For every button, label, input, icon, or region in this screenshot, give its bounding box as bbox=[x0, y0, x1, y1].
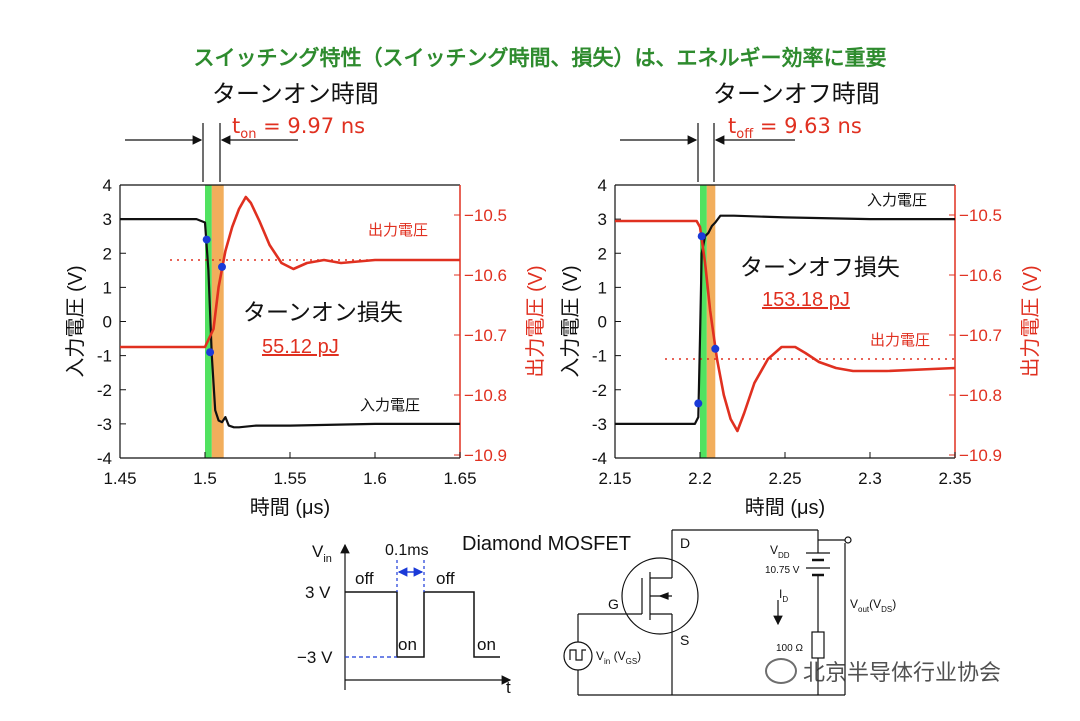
pulse-width-label: 0.1ms bbox=[385, 542, 429, 559]
turn-on-time-arrows bbox=[125, 123, 298, 182]
right-axis-label: 出力電圧 (V) bbox=[524, 265, 547, 377]
vdd-label: VDD bbox=[770, 543, 790, 560]
transition-marker bbox=[697, 232, 706, 241]
right-tick-label: −10.7 bbox=[464, 326, 507, 345]
loss-title: ターンオン損失 bbox=[243, 299, 403, 325]
input-series-label: 入力電圧 bbox=[360, 397, 420, 414]
left-tick-label: 2 bbox=[103, 244, 112, 263]
left-tick-label: 0 bbox=[103, 313, 112, 332]
x-tick-label: 1.5 bbox=[193, 469, 217, 488]
right-tick-label: −10.9 bbox=[464, 446, 507, 465]
left-tick-label: -2 bbox=[592, 381, 607, 400]
loss-title: ターンオフ損失 bbox=[740, 254, 900, 280]
input-series-label: 入力電圧 bbox=[867, 192, 927, 209]
vdd-value: 10.75 V bbox=[765, 565, 800, 576]
off-label-1: off bbox=[355, 569, 374, 588]
left-tick-label: 3 bbox=[598, 210, 607, 229]
vin-axis-label: Vin bbox=[312, 542, 332, 565]
left-tick-label: 1 bbox=[103, 278, 112, 297]
left-axis-label: 入力電圧 (V) bbox=[64, 265, 87, 377]
right-tick-label: −10.8 bbox=[464, 386, 507, 405]
x-tick-label: 2.15 bbox=[598, 469, 631, 488]
turn-band-green bbox=[700, 185, 707, 458]
toff-label: toff = 9.63 ns bbox=[728, 114, 862, 143]
gate-label: G bbox=[608, 596, 619, 612]
watermark-text: 北京半导体行业协会 bbox=[803, 661, 1002, 686]
right-tick-label: −10.5 bbox=[464, 206, 507, 225]
headline: スイッチング特性（スイッチング時間、損失）は、エネルギー効率に重要 bbox=[193, 46, 887, 70]
transition-marker bbox=[218, 262, 226, 271]
circuit-title: Diamond MOSFET bbox=[462, 533, 631, 555]
on-label-1: on bbox=[398, 635, 417, 654]
right-tick-label: −10.6 bbox=[464, 266, 507, 285]
input-waveform: Vin 3 V −3 V 0.1ms off off on on t bbox=[297, 542, 512, 697]
x-tick-label: 1.6 bbox=[363, 469, 387, 488]
turn-band-orange bbox=[211, 185, 224, 458]
turn-on-title: ターンオン時間 bbox=[212, 80, 379, 108]
wechat-icon bbox=[765, 658, 797, 684]
left-tick-label: 4 bbox=[598, 176, 607, 195]
left-tick-label: -3 bbox=[592, 415, 607, 434]
drain-label: D bbox=[680, 535, 690, 551]
right-tick-label: −10.8 bbox=[959, 386, 1002, 405]
circuit-diagram: Diamond MOSFET D G S VDD bbox=[462, 529, 896, 696]
turn-band-green bbox=[205, 185, 212, 458]
transition-marker bbox=[694, 399, 703, 408]
loss-value: 153.18 pJ bbox=[762, 289, 850, 311]
transition-marker bbox=[711, 344, 720, 353]
right-tick-label: −10.5 bbox=[959, 206, 1002, 225]
left-tick-label: -1 bbox=[97, 347, 112, 366]
resistor-label: 100 Ω bbox=[776, 643, 803, 654]
loss-value: 55.12 pJ bbox=[262, 336, 339, 358]
left-tick-label: 1 bbox=[598, 278, 607, 297]
output-series-label: 出力電圧 bbox=[368, 222, 428, 239]
x-tick-label: 2.3 bbox=[858, 469, 882, 488]
right-axis-label: 出力電圧 (V) bbox=[1019, 265, 1042, 377]
time-axis-label: t bbox=[506, 678, 511, 697]
source-label: S bbox=[680, 632, 689, 648]
output-voltage-series bbox=[615, 219, 956, 433]
x-tick-label: 2.35 bbox=[938, 469, 971, 488]
high-level-label: 3 V bbox=[305, 583, 331, 602]
left-tick-label: -3 bbox=[97, 415, 112, 434]
turn-off-time-arrows bbox=[620, 123, 795, 182]
transition-marker bbox=[206, 348, 215, 357]
x-tick-label: 1.55 bbox=[273, 469, 306, 488]
x-axis-label: 時間 (μs) bbox=[250, 496, 330, 519]
left-tick-label: -4 bbox=[592, 449, 607, 468]
right-tick-label: −10.7 bbox=[959, 326, 1002, 345]
x-axis-label: 時間 (μs) bbox=[745, 496, 825, 519]
turn-off-title: ターンオフ時間 bbox=[713, 80, 880, 108]
left-axis-label: 入力電圧 (V) bbox=[559, 265, 582, 377]
output-series-label: 出力電圧 bbox=[870, 332, 930, 349]
ton-label: ton = 9.97 ns bbox=[232, 114, 366, 143]
right-tick-label: −10.6 bbox=[959, 266, 1002, 285]
turn-on-chart: 4 3 2 1 0 -1 -2 -3 -4 −10.5 −10.6 −10.7 −10.8 −10.9 1.… bbox=[64, 176, 547, 519]
right-tick-label: −10.9 bbox=[959, 446, 1002, 465]
left-tick-label: -2 bbox=[97, 381, 112, 400]
left-tick-label: 4 bbox=[103, 176, 112, 195]
vout-label: Vout(VDS) bbox=[850, 597, 896, 614]
left-tick-label: -1 bbox=[592, 347, 607, 366]
on-label-2: on bbox=[477, 635, 496, 654]
vin-source-label: Vin (VGS) bbox=[596, 649, 641, 666]
low-level-label: −3 V bbox=[297, 648, 333, 667]
watermark: 北京半导体行业协会 bbox=[765, 655, 1001, 687]
left-tick-label: 3 bbox=[103, 210, 112, 229]
id-label: ID bbox=[779, 587, 788, 604]
x-tick-label: 2.25 bbox=[768, 469, 801, 488]
input-voltage-series bbox=[615, 214, 955, 425]
left-tick-label: 0 bbox=[598, 313, 607, 332]
left-tick-label: -4 bbox=[97, 449, 112, 468]
x-tick-label: 1.45 bbox=[103, 469, 136, 488]
x-tick-label: 2.2 bbox=[688, 469, 712, 488]
off-label-2: off bbox=[436, 569, 455, 588]
left-tick-label: 2 bbox=[598, 244, 607, 263]
transition-marker bbox=[202, 235, 211, 244]
input-voltage-series bbox=[120, 218, 460, 429]
turn-off-chart: 4 3 2 1 0 -1 -2 -3 -4 −10.5 −10.6 −10.7 −10.8 −10.9 2.… bbox=[559, 176, 1042, 519]
output-voltage-series bbox=[120, 195, 460, 349]
x-tick-label: 1.65 bbox=[443, 469, 476, 488]
